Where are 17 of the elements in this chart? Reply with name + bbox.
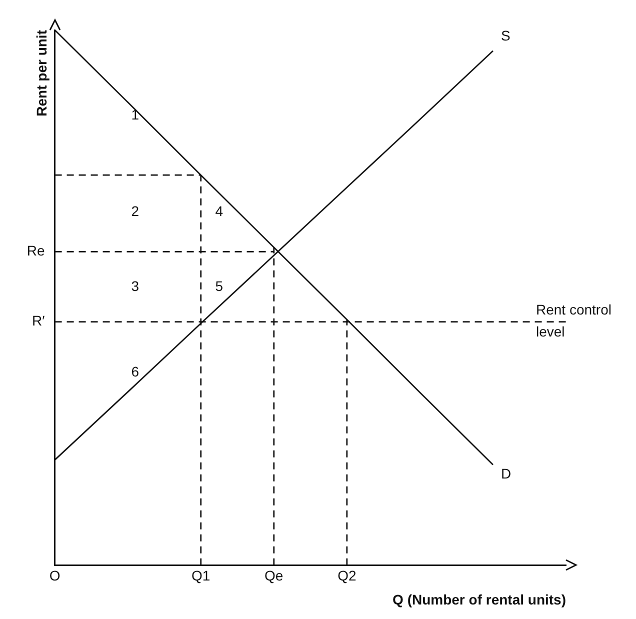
x-tick-label: Qe	[264, 568, 284, 584]
annotation: 2	[131, 202, 140, 219]
x-tick-label: Q1	[192, 568, 210, 584]
annotation: 5	[215, 278, 224, 294]
annotation: Re	[26, 242, 46, 259]
annotation: 3	[131, 278, 140, 294]
x-tick-label: Q2	[338, 568, 356, 584]
annotation: 4	[215, 202, 224, 219]
x-tick-label: O	[49, 568, 60, 584]
series-label: S	[500, 28, 510, 44]
annotation: 6	[131, 364, 140, 380]
series-label: D	[500, 466, 512, 482]
annotation: R′	[32, 312, 46, 329]
annotation: Rent control level	[536, 302, 612, 340]
annotation: 1	[131, 106, 140, 123]
x-axis-title: Q (Number of rental units)	[392, 591, 566, 608]
y-axis-title: Rent per unit	[33, 30, 50, 116]
